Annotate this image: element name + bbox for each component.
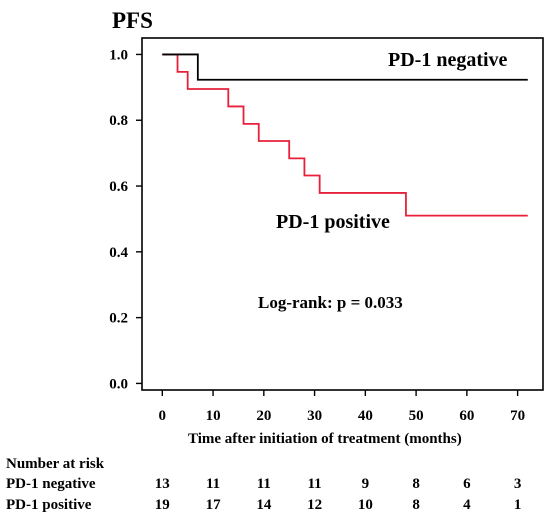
risk-cell: 3: [514, 476, 522, 492]
x-tick-label: 60: [459, 408, 474, 424]
plot-frame: [141, 37, 544, 391]
risk-cell: 4: [463, 497, 471, 513]
risk-cell: 9: [362, 476, 370, 492]
risk-cell: 12: [307, 497, 322, 513]
risk-cell: 8: [412, 497, 420, 513]
x-tick-label: 20: [256, 408, 271, 424]
y-tick-label: 1.0: [109, 47, 128, 63]
risk-cell: 6: [463, 476, 471, 492]
risk-cell: 11: [307, 476, 321, 492]
risk-cell: 11: [257, 476, 271, 492]
risk-cell: 17: [206, 497, 222, 513]
risk-table: Number at risk PD-1 negative PD-1 positi…: [6, 456, 521, 513]
km-curve-pd-1-negative: [162, 53, 528, 81]
x-tick-label: 40: [358, 408, 373, 424]
series-label-pd1-positive: PD-1 positive: [276, 211, 390, 233]
series-label-pd1-negative: PD-1 negative: [388, 49, 508, 71]
risk-cell: 13: [155, 476, 170, 492]
y-tick-label: 0.6: [109, 179, 128, 195]
risk-row-label-pd1-positive: PD-1 positive: [6, 497, 92, 513]
km-curve-pd-1-positive: [162, 53, 528, 217]
risk-cell: 11: [206, 476, 220, 492]
axes: 0 10 20 30 40 50 60 70 0.0 0.2 0.4 0.6 0.8 1.0: [109, 37, 544, 424]
risk-cell: 14: [256, 497, 272, 513]
risk-cell: 10: [358, 497, 373, 513]
x-tick-label: 0: [159, 408, 167, 424]
y-tick-label: 0.0: [109, 376, 128, 392]
y-tick-label: 0.2: [109, 311, 128, 327]
x-tick-label: 70: [510, 408, 525, 424]
chart-title: PFS: [112, 8, 153, 33]
x-tick-label: 10: [206, 408, 221, 424]
risk-cell: 19: [155, 497, 170, 513]
y-tick-label: 0.4: [109, 245, 128, 261]
y-tick-label: 0.8: [109, 113, 128, 129]
risk-table-title: Number at risk: [6, 456, 105, 472]
survival-curves: [162, 53, 528, 217]
risk-row-label-pd1-negative: PD-1 negative: [6, 476, 96, 492]
risk-cell: 8: [412, 476, 420, 492]
x-axis-label: Time after initiation of treatment (mont…: [188, 431, 462, 447]
x-tick-label: 50: [409, 408, 424, 424]
logrank-annotation: Log-rank: p = 0.033: [258, 293, 403, 312]
x-tick-label: 30: [307, 408, 322, 424]
risk-cell: 1: [514, 497, 522, 513]
